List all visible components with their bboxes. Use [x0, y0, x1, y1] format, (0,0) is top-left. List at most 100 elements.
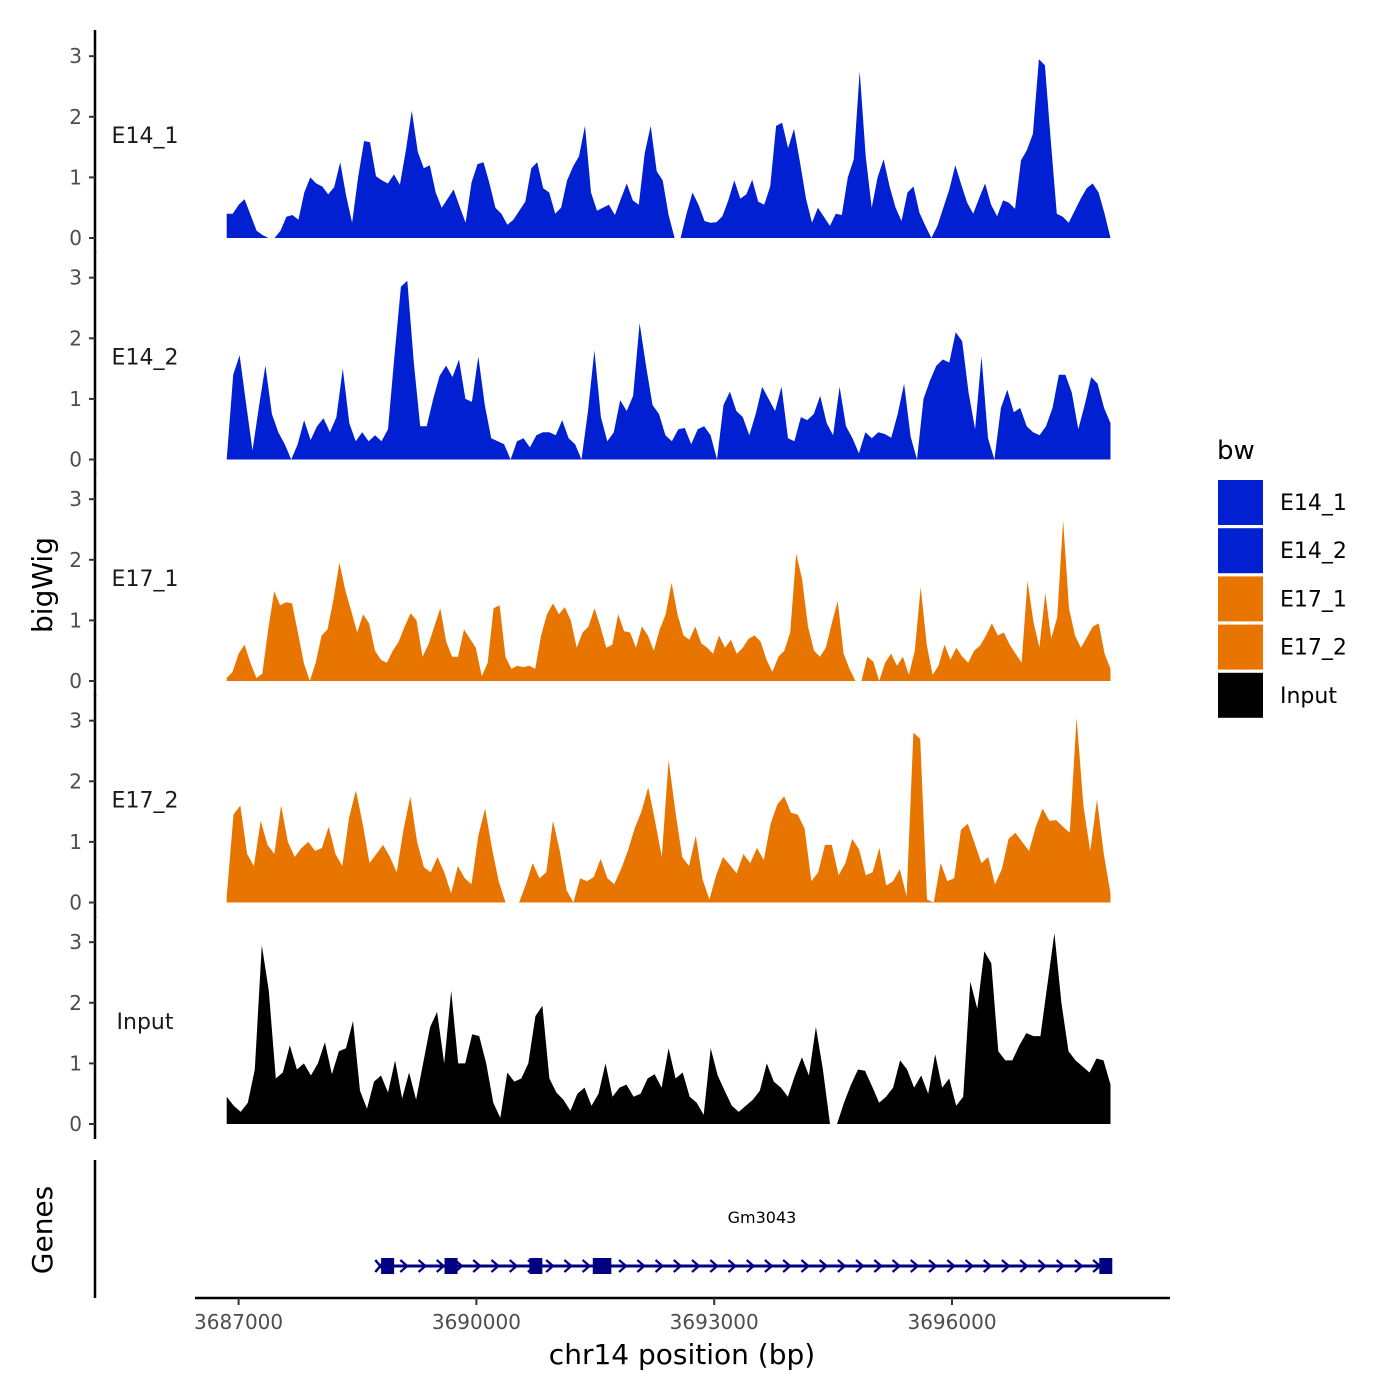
- gene-label: Gm3043: [728, 1208, 797, 1227]
- strand-arrow-icon: [1074, 1259, 1084, 1273]
- gene-track-panel: Genes Gm3043: [26, 1160, 1113, 1298]
- strand-arrow-icon: [964, 1259, 975, 1273]
- strand-arrow-icon: [472, 1259, 482, 1273]
- gene-exon: [598, 1258, 612, 1274]
- legend-swatch: [1218, 480, 1263, 525]
- y-tick-label: 3: [69, 709, 82, 733]
- y-tick-label: 3: [69, 930, 82, 954]
- strand-arrow-icon: [727, 1259, 738, 1273]
- strand-arrow-icon: [946, 1259, 956, 1273]
- x-axis-ticks: 3687000 3690000 3693000 3696000: [194, 1298, 997, 1334]
- y-axis-title: bigWig: [26, 537, 59, 633]
- y-tick-label: 1: [69, 165, 82, 189]
- y-tick-label: 2: [69, 326, 82, 350]
- strand-arrow-icon: [873, 1259, 883, 1273]
- signal-area-E14_1: [226, 59, 1111, 239]
- strand-arrow-icon: [654, 1259, 665, 1273]
- strand-arrow-icon: [1037, 1259, 1048, 1273]
- strand-arrow-icon: [800, 1259, 811, 1273]
- strand-arrow-icon: [1055, 1259, 1066, 1273]
- strand-arrow-icon: [837, 1259, 847, 1273]
- x-tick-label: 3687000: [194, 1310, 283, 1334]
- track-E17_2: 0 1 2 3 E17_2: [69, 694, 1111, 918]
- strand-arrow-icon: [399, 1259, 409, 1273]
- strand-arrow-icon: [764, 1259, 774, 1273]
- strand-arrow-icon: [818, 1259, 829, 1273]
- track-E17_1: 0 1 2 3 E17_1: [69, 473, 1111, 696]
- strand-arrow-icon: [855, 1259, 865, 1273]
- track-label: E17_1: [112, 567, 179, 592]
- strand-arrow-icon: [745, 1259, 756, 1273]
- x-tick-label: 3690000: [432, 1310, 521, 1334]
- legend-label: E17_1: [1280, 587, 1347, 612]
- track-Input: 0 1 2 3 Input: [69, 916, 1111, 1139]
- y-tick-label: 2: [69, 548, 82, 572]
- y-tick-label: 0: [69, 1112, 82, 1136]
- signal-tracks: 0 1 2 3 E14_1 0 1 2 3 E14_2 0 1 2 3 E17_1 0 1 2 3 E17_2 0 1 2 3…: [69, 30, 1111, 1139]
- legend-label: E17_2: [1280, 636, 1347, 661]
- track-label: E17_2: [112, 789, 179, 814]
- gene-track-title: Genes: [26, 1186, 59, 1274]
- strand-arrow-icon: [417, 1259, 428, 1273]
- legend-swatch: [1218, 576, 1263, 622]
- y-tick-label: 3: [69, 266, 82, 290]
- y-tick-label: 1: [69, 387, 82, 411]
- strand-arrow-icon: [891, 1259, 902, 1273]
- y-tick-label: 2: [69, 991, 82, 1015]
- strand-arrow-icon: [490, 1259, 501, 1273]
- legend-swatch: [1218, 672, 1263, 718]
- gene-model: [374, 1258, 1113, 1274]
- strand-arrow-icon: [618, 1259, 628, 1273]
- gene-start-marker-icon: [374, 1259, 387, 1273]
- strand-arrow-icon: [508, 1259, 519, 1273]
- y-tick-label: 0: [69, 226, 82, 250]
- signal-area-E17_2: [226, 717, 1111, 903]
- y-tick-label: 2: [69, 105, 82, 129]
- x-axis: 3687000 3690000 3693000 3696000 chr14 posit…: [194, 1296, 1170, 1371]
- legend-label: E14_1: [1280, 491, 1347, 516]
- strand-arrow-icon: [1019, 1259, 1029, 1273]
- signal-area-E17_1: [226, 520, 1111, 681]
- strand-arrow-icon: [691, 1259, 701, 1273]
- y-tick-label: 0: [69, 448, 82, 472]
- x-tick-label: 3696000: [907, 1310, 996, 1334]
- y-tick-label: 1: [69, 1051, 82, 1075]
- legend-title: bw: [1217, 436, 1255, 466]
- gene-exon: [444, 1258, 458, 1274]
- strand-arrow-icon: [982, 1259, 993, 1273]
- legend-items: E14_1 E14_2 E17_1 E17_2 Input: [1218, 480, 1347, 718]
- gene-exon: [1099, 1258, 1113, 1274]
- x-tick-label: 3693000: [670, 1310, 759, 1334]
- signal-area-E14_2: [226, 280, 1111, 460]
- legend-swatch: [1218, 528, 1263, 574]
- track-label: E14_1: [112, 124, 179, 149]
- y-tick-label: 1: [69, 830, 82, 854]
- strand-arrow-icon: [636, 1259, 646, 1273]
- track-E14_1: 0 1 2 3 E14_1: [69, 30, 1111, 253]
- strand-arrow-icon: [782, 1259, 792, 1273]
- legend-label: E14_2: [1280, 539, 1347, 564]
- strand-arrow-icon: [928, 1259, 938, 1273]
- y-tick-label: 0: [69, 669, 82, 693]
- x-axis-title: chr14 position (bp): [549, 1338, 815, 1371]
- y-tick-label: 0: [69, 891, 82, 915]
- y-tick-label: 1: [69, 608, 82, 632]
- signal-area-Input: [226, 933, 1111, 1124]
- track-label: E14_2: [112, 346, 179, 371]
- strand-arrow-icon: [673, 1259, 683, 1273]
- legend: bw E14_1 E14_2 E17_1 E17_2 Input: [1217, 436, 1347, 718]
- strand-arrow-icon: [1001, 1259, 1011, 1273]
- y-axis-title-group: bigWig: [26, 537, 59, 633]
- track-E14_2: 0 1 2 3 E14_2: [69, 251, 1111, 475]
- y-tick-label: 3: [69, 487, 82, 511]
- strand-arrow-icon: [709, 1259, 719, 1273]
- strand-arrow-icon: [563, 1259, 574, 1273]
- gene-exon: [381, 1258, 395, 1274]
- y-tick-label: 3: [69, 44, 82, 68]
- track-label: Input: [117, 1010, 174, 1035]
- y-tick-label: 2: [69, 769, 82, 793]
- strand-arrow-icon: [545, 1259, 555, 1273]
- strand-arrow-icon: [436, 1259, 446, 1273]
- legend-swatch: [1218, 624, 1263, 670]
